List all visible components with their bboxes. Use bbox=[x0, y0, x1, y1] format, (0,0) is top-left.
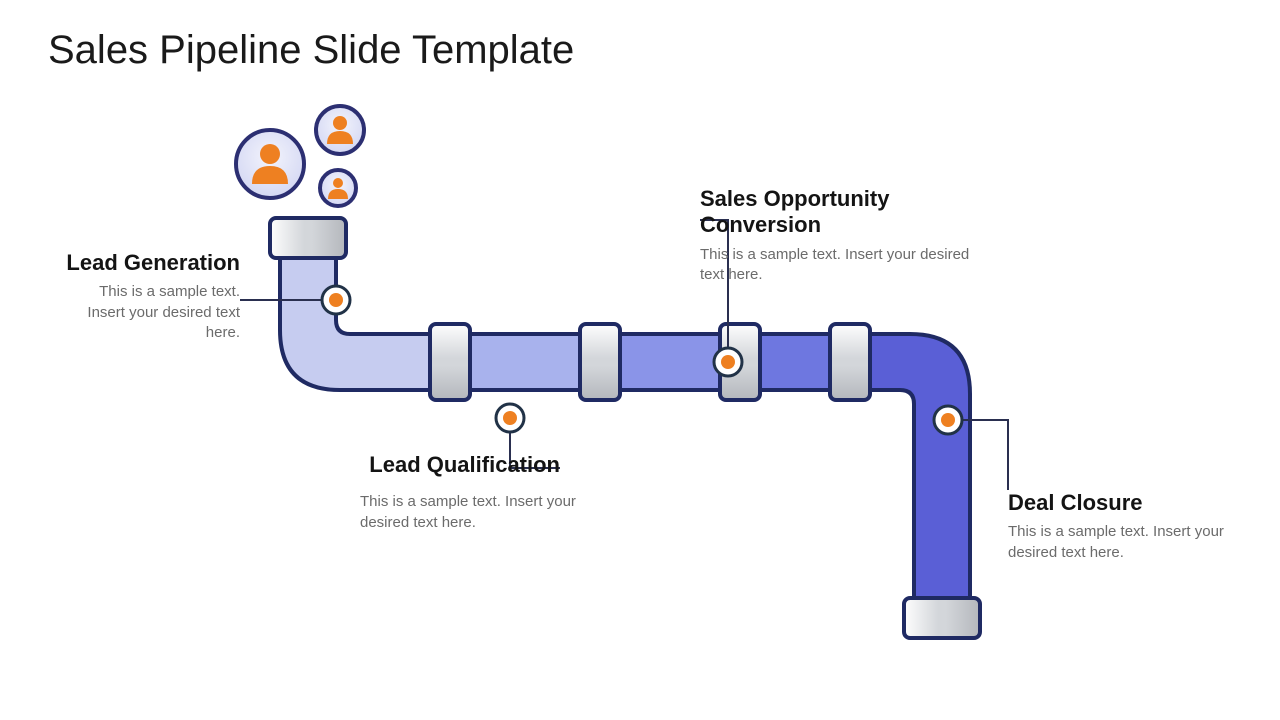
pipe-joint-4 bbox=[830, 324, 870, 400]
stage-3-desc: This is a sample text. Insert your desir… bbox=[700, 245, 970, 286]
pipe-joint-1 bbox=[430, 324, 470, 400]
slide: Sales Pipeline Slide Template bbox=[0, 0, 1280, 720]
pipe-seg-5 bbox=[860, 334, 970, 608]
lead-bubble-large bbox=[236, 130, 304, 198]
stage-4-desc: This is a sample text. Insert your desir… bbox=[1008, 522, 1228, 563]
stage-2-desc: This is a sample text. Insert your desir… bbox=[360, 492, 620, 533]
pipe-joint-2 bbox=[580, 324, 620, 400]
stage-1-title: Lead Generation bbox=[60, 250, 240, 276]
stage-3-title: Sales Opportunity Conversion bbox=[700, 186, 970, 239]
stage-marker-2 bbox=[496, 404, 524, 432]
stage-4-label: Deal Closure This is a sample text. Inse… bbox=[1008, 490, 1228, 563]
stage-1-desc: This is a sample text. Insert your desir… bbox=[60, 282, 240, 343]
pipe-joint-top bbox=[270, 218, 346, 258]
lead-bubble-med bbox=[316, 106, 364, 154]
pipeline-diagram bbox=[0, 0, 1280, 720]
stage-2-label: Lead Qualification This is a sample text… bbox=[360, 452, 620, 533]
stage-1-label: Lead Generation This is a sample text. I… bbox=[60, 250, 240, 343]
stage-4-title: Deal Closure bbox=[1008, 490, 1228, 516]
lead-bubble-small bbox=[320, 170, 356, 206]
stage-marker-4 bbox=[934, 406, 962, 434]
stage-2-title: Lead Qualification bbox=[360, 452, 560, 478]
pipe-joint-bottom bbox=[904, 598, 980, 638]
stage-marker-1 bbox=[322, 286, 350, 314]
stage-marker-3 bbox=[714, 348, 742, 376]
stage-3-label: Sales Opportunity Conversion This is a s… bbox=[700, 186, 970, 285]
pipe-seg-1 bbox=[280, 248, 450, 390]
